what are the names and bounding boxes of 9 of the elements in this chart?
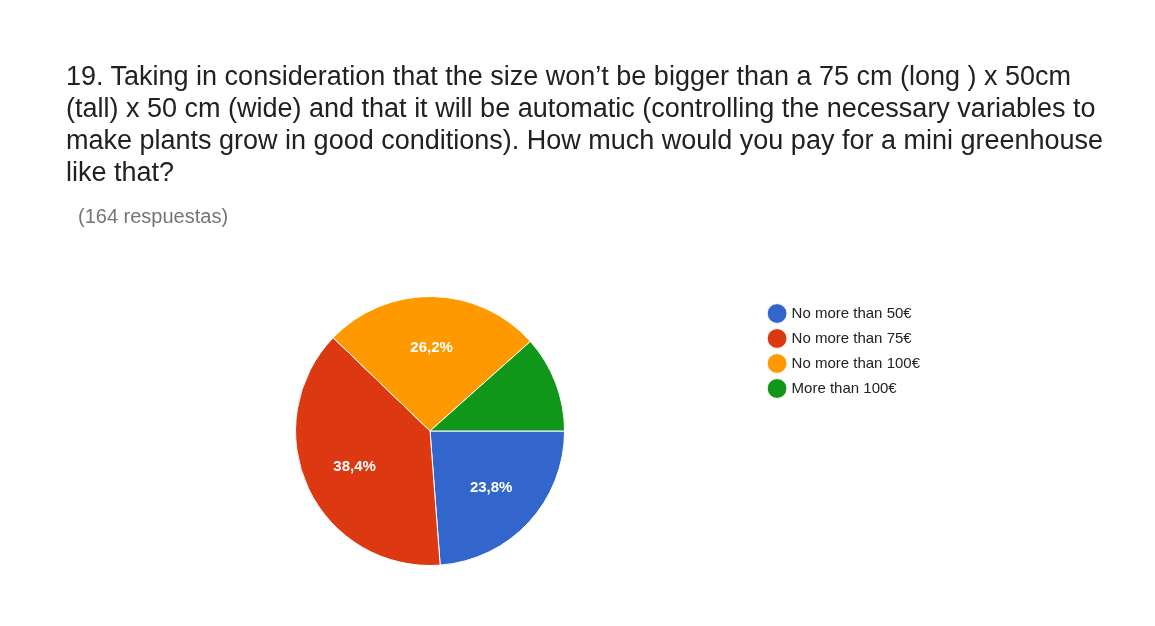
data-label: 23,8% xyxy=(469,477,513,495)
legend-label: No more than 100€ xyxy=(791,353,921,371)
data-label: 38,4% xyxy=(333,456,376,474)
legend-label: No more than 50€ xyxy=(791,303,913,321)
legend-label: More than 100€ xyxy=(791,378,898,396)
data-label: 26,2% xyxy=(410,337,453,355)
legend-label: No more than 75€ xyxy=(791,328,913,346)
chart-subtitle: (164 respuestas) xyxy=(78,205,229,228)
chart-title: 19. Taking in consideration that the size won’t be bigger than a 75 cm (long ) x 50cm (tall) x 50 cm (wide) and that it will be automatic (controlling the necessary variables to make plants grow in good conditions). How much would you pay for a mini greenhouse like that? xyxy=(66,60,1105,188)
